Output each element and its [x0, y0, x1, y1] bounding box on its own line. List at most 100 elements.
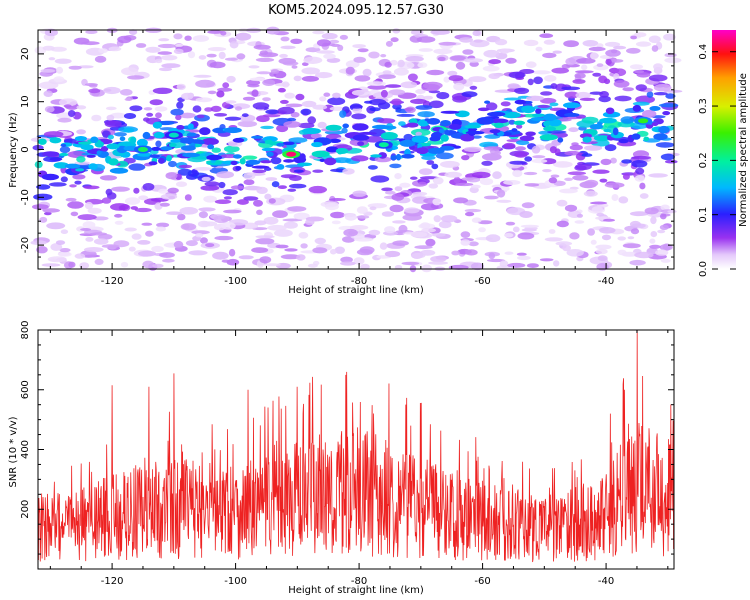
y-tick-label: 600: [20, 380, 31, 399]
heatmap-cell: [384, 250, 401, 258]
heatmap-cell: [218, 181, 226, 189]
heatmap-cell: [417, 111, 435, 118]
heatmap-ridge-cell: [371, 124, 390, 130]
heatmap-ridge-cell: [186, 132, 197, 137]
heatmap-ridge-cell: [651, 122, 659, 126]
heatmap-ridge-cell: [109, 167, 129, 174]
heatmap-cell: [380, 89, 388, 98]
heatmap-cell: [556, 199, 568, 207]
heatmap-cell: [463, 58, 483, 63]
heatmap-cell: [243, 196, 259, 201]
heatmap-cell: [176, 83, 186, 91]
heatmap-cell: [508, 119, 516, 125]
heatmap-cell: [544, 75, 557, 82]
heatmap-cell: [356, 206, 368, 214]
heatmap-cell: [128, 246, 136, 252]
heatmap-cell: [605, 49, 621, 57]
heatmap-cell: [316, 39, 331, 47]
heatmap-cell: [184, 194, 192, 201]
heatmap-cell: [392, 240, 409, 246]
heatmap-cell: [162, 258, 175, 263]
heatmap-cell: [168, 160, 177, 168]
heatmap-cell: [271, 181, 280, 188]
heatmap-cell: [443, 76, 450, 83]
heatmap-cell: [141, 222, 153, 226]
heatmap-cell: [42, 45, 55, 51]
heatmap-cell: [600, 158, 612, 166]
heatmap-cell: [42, 208, 60, 213]
heatmap-cell: [648, 173, 668, 178]
heatmap-cell: [329, 106, 345, 111]
heatmap-cell: [351, 113, 367, 120]
heatmap-cell: [307, 263, 318, 268]
colorbar-label: Normalized spectral amplitude: [738, 73, 749, 227]
heatmap-cell: [622, 87, 634, 92]
heatmap-cell: [485, 50, 495, 58]
heatmap-cell: [353, 257, 365, 265]
heatmap-cell: [54, 58, 72, 64]
heatmap-cell: [138, 250, 157, 257]
heatmap-cell: [552, 161, 573, 168]
heatmap-cell: [105, 106, 117, 111]
heatmap-ridge-cell: [599, 117, 617, 124]
heatmap-cell: [508, 71, 526, 79]
heatmap-ridge-cell: [86, 154, 96, 158]
heatmap-ridge-cell: [239, 158, 246, 165]
heatmap-cell: [629, 64, 644, 70]
heatmap-cell: [146, 112, 154, 117]
heatmap-cell: [59, 146, 71, 154]
heatmap-cell: [236, 53, 246, 60]
heatmap-cell: [526, 263, 539, 268]
heatmap-cell: [667, 210, 677, 214]
heatmap-cell: [360, 263, 370, 270]
heatmap-ridge-cell: [160, 146, 173, 151]
heatmap-ridge-cell: [424, 118, 430, 122]
heatmap-cell: [651, 45, 659, 52]
heatmap-cell: [158, 67, 173, 72]
heatmap-cell: [255, 238, 275, 245]
heatmap-cell: [556, 220, 569, 228]
heatmap-cell: [394, 173, 402, 180]
heatmap-cell: [626, 47, 641, 54]
heatmap-ridge-cell: [440, 134, 449, 142]
heatmap-cell: [420, 222, 431, 229]
heatmap-cell: [223, 196, 232, 200]
heatmap-cell: [601, 234, 612, 241]
heatmap-ridge-cell: [370, 154, 382, 158]
heatmap-cell: [267, 224, 287, 231]
heatmap-cell: [274, 229, 293, 237]
heatmap-cell: [228, 248, 236, 257]
heatmap-cell: [89, 232, 108, 236]
heatmap-cell: [440, 160, 460, 168]
heatmap-peak: [168, 132, 179, 138]
heatmap-ridge-cell: [411, 135, 429, 143]
heatmap-cell: [653, 84, 672, 92]
heatmap-cell: [222, 82, 230, 89]
heatmap-cell: [596, 43, 604, 48]
heatmap-cell: [331, 220, 341, 225]
heatmap-cell: [296, 254, 306, 261]
heatmap-ridge-cell: [206, 154, 223, 161]
heatmap-cell: [339, 34, 348, 40]
heatmap-cell: [500, 101, 511, 107]
heatmap-cell: [340, 261, 356, 266]
heatmap-cell: [93, 238, 109, 245]
heatmap-cell: [426, 69, 445, 76]
heatmap-ridge-cell: [662, 111, 671, 116]
heatmap-cell: [223, 145, 240, 153]
heatmap-ridge-cell: [297, 162, 313, 167]
heatmap-cell: [448, 75, 464, 82]
heatmap-cell: [437, 56, 446, 62]
heatmap-cell: [283, 221, 298, 229]
heatmap-cell: [34, 161, 43, 169]
heatmap-cell: [621, 159, 632, 164]
heatmap-cell: [567, 171, 587, 176]
heatmap-cell: [216, 90, 225, 98]
heatmap-cell: [243, 172, 256, 180]
heatmap-cell: [410, 98, 427, 104]
heatmap-ridge-cell: [444, 129, 450, 136]
heatmap-cell: [368, 51, 380, 59]
heatmap-cell: [504, 251, 514, 255]
heatmap-cell: [280, 36, 290, 42]
heatmap-cell: [256, 71, 272, 75]
